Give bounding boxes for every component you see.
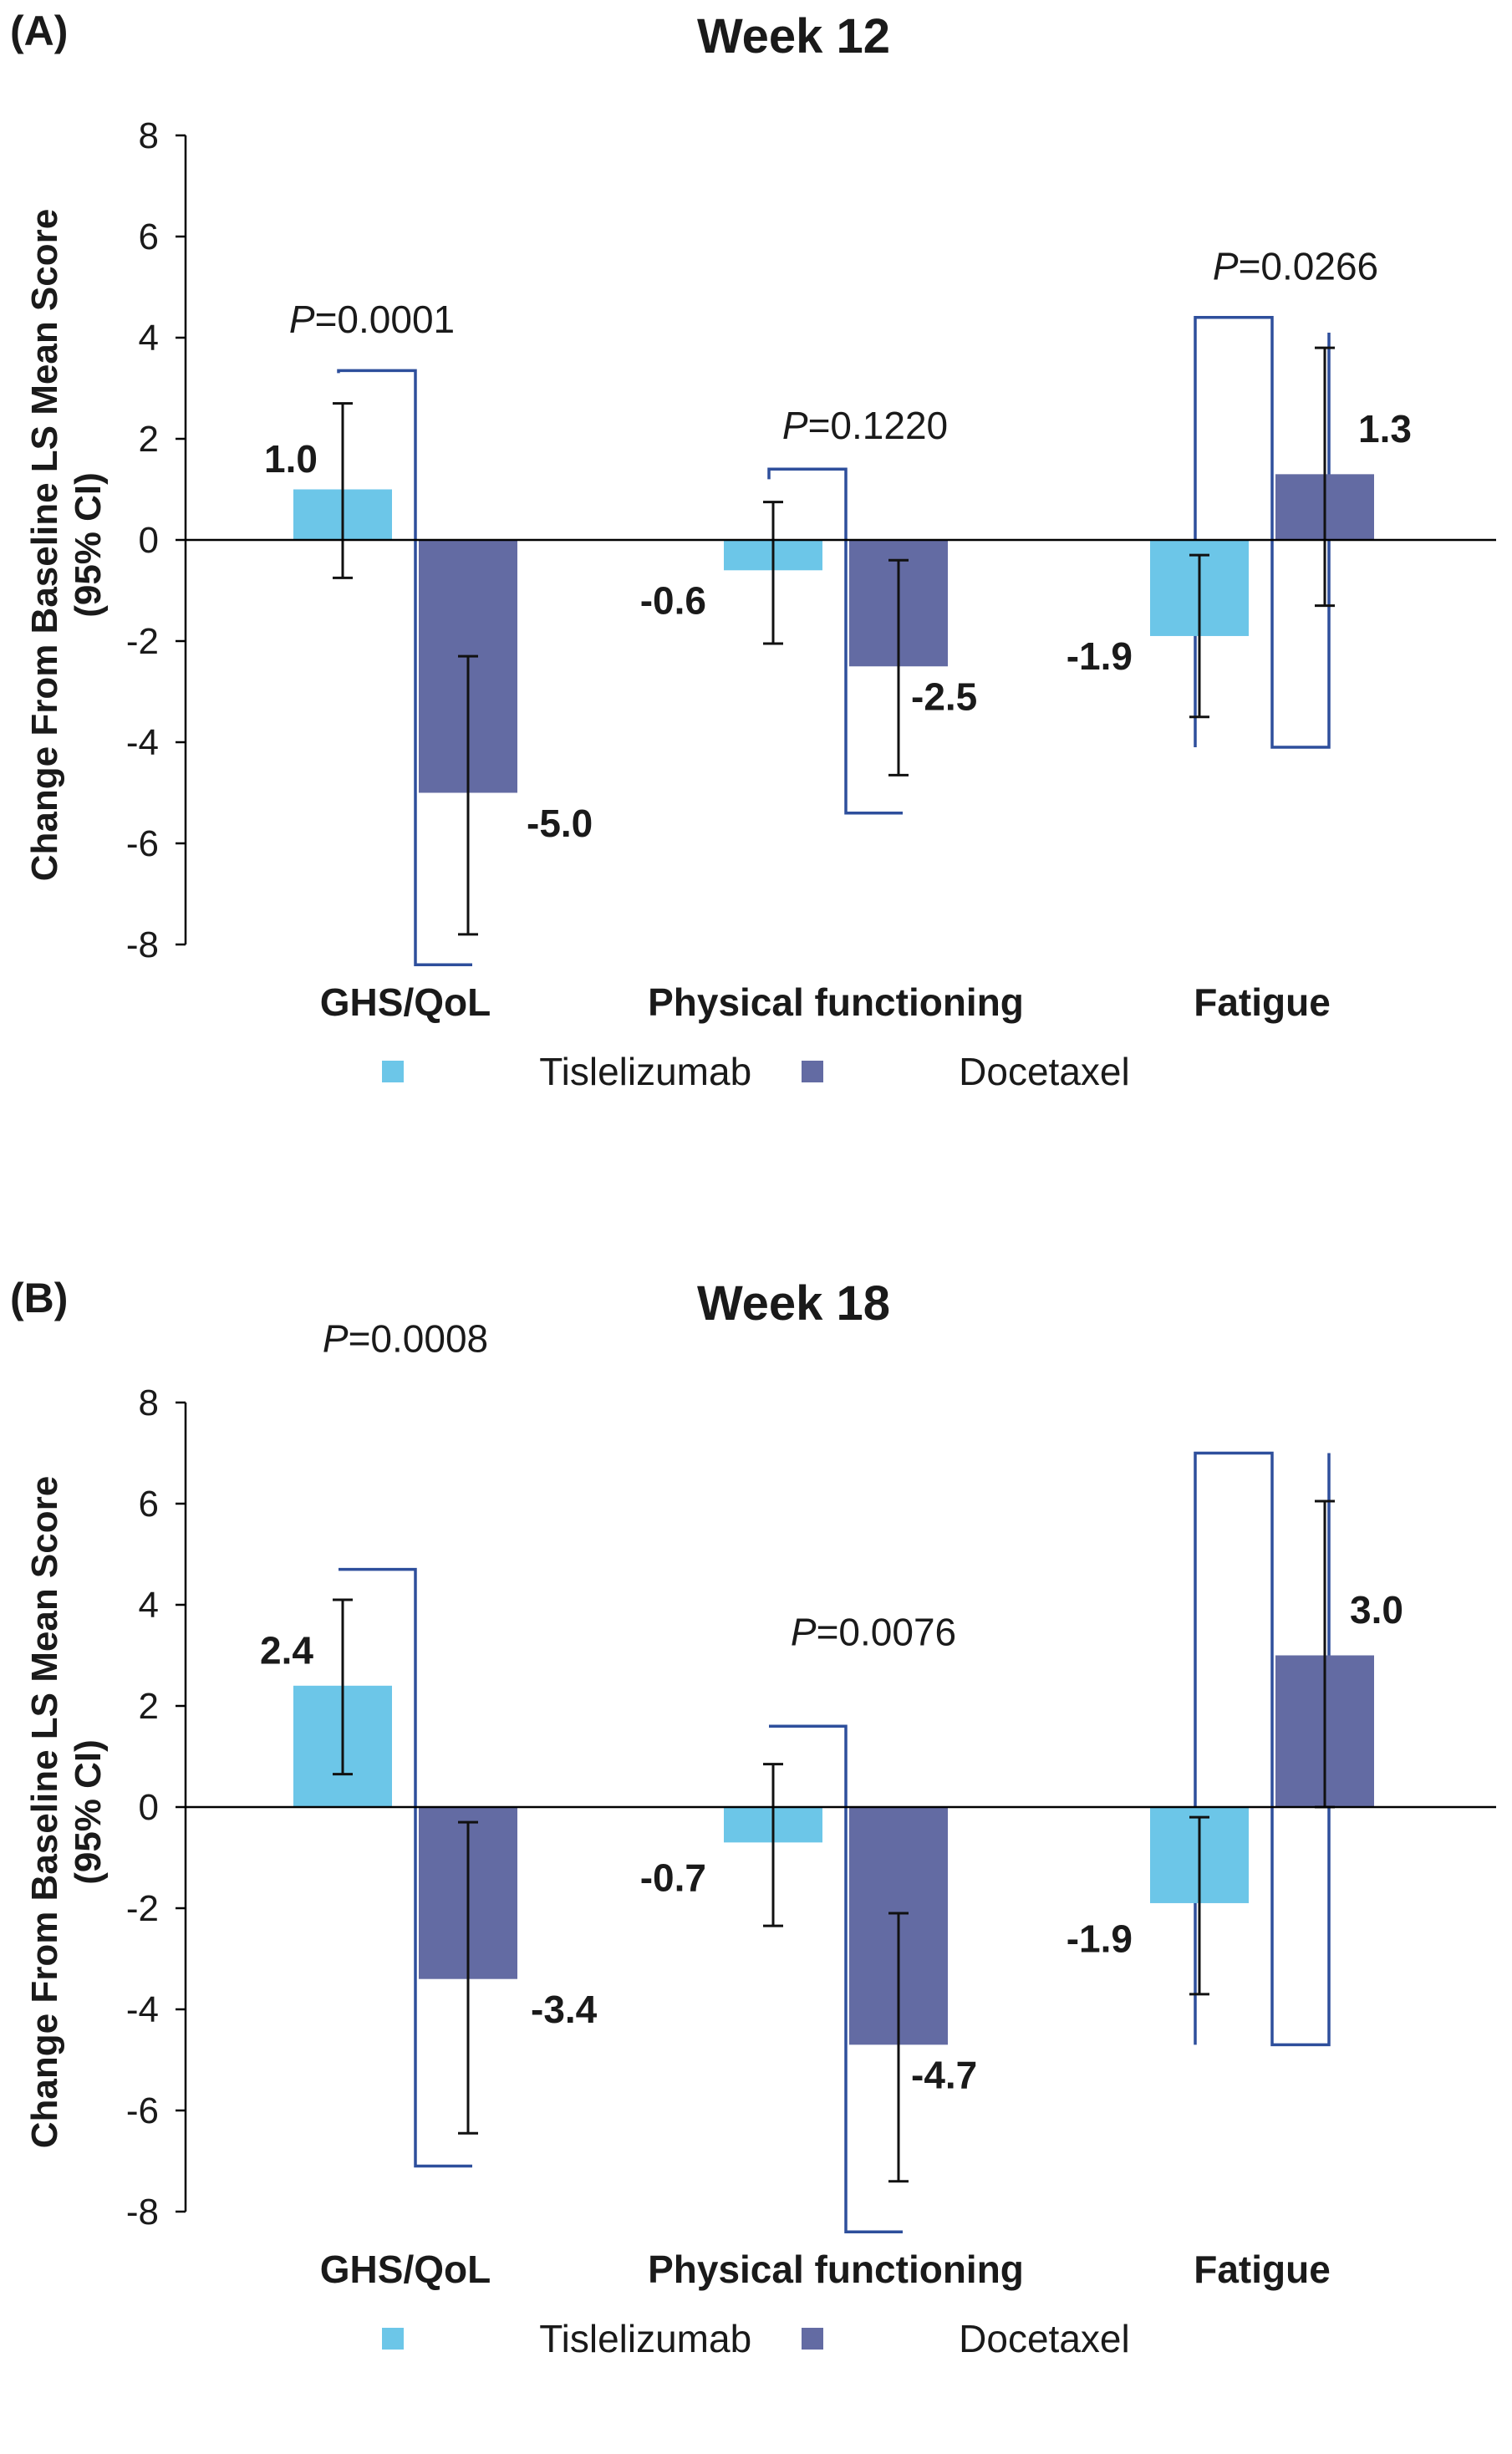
legend-item-docetaxel: Docetaxel — [802, 2316, 1130, 2361]
legend-swatch-tislelizumab — [382, 2328, 405, 2350]
data-label: -1.9 — [1067, 1917, 1133, 1960]
chart-title: Week 18 — [696, 1276, 891, 1331]
legend-item-docetaxel: Docetaxel — [802, 1049, 1130, 1094]
y-tick-label: -2 — [126, 621, 159, 662]
significance-bracket — [339, 1567, 472, 2168]
significance-bracket — [1194, 1451, 1331, 2047]
x-tick-label: GHS/QoL — [320, 2248, 491, 2291]
y-tick-label: 0 — [139, 1787, 159, 1828]
legend: Tislelizumab Docetaxel — [0, 2316, 1512, 2361]
data-label: 1.3 — [1358, 407, 1412, 451]
data-label: -2.5 — [911, 675, 977, 719]
legend-swatch-tislelizumab — [382, 1061, 405, 1082]
y-tick-label: -8 — [126, 2192, 159, 2233]
data-label: 1.0 — [264, 437, 318, 481]
significance-bracket — [337, 369, 472, 966]
bar-chart-week-12: 8 6 4 2 0 -2 -4 -6 -8 GHS/QoL Physical functioning… — [126, 115, 1496, 1024]
x-tick-label: GHS/QoL — [320, 980, 491, 1024]
legend-item-tislelizumab: Tislelizumab — [382, 1049, 751, 1094]
y-tick-label: 6 — [139, 216, 159, 257]
y-tick-label: -2 — [126, 1888, 159, 1929]
data-label: 2.4 — [260, 1628, 313, 1672]
data-label: -5.0 — [527, 802, 593, 845]
bar-chart-week-18: 8 6 4 2 0 -2 -4 -6 -8 GHS/QoL Physical functioning… — [126, 1317, 1496, 2291]
significance-bracket — [1194, 316, 1331, 749]
y-tick-label: 2 — [139, 419, 159, 460]
y-tick-label: 0 — [139, 520, 159, 561]
y-tick-label: -8 — [126, 924, 159, 965]
data-label: -3.4 — [531, 1988, 598, 2031]
significance-bracket — [767, 467, 903, 815]
legend-swatch-docetaxel — [802, 1061, 824, 1082]
y-tick-label: 4 — [139, 1585, 159, 1626]
y-tick-label: 6 — [139, 1484, 159, 1525]
p-value-label: P=0.0001 — [289, 298, 455, 341]
data-label: 3.0 — [1350, 1588, 1403, 1632]
panel-a: (A) Week 12 Change From Baseline LS Mean… — [0, 0, 1512, 1187]
data-label: -0.7 — [640, 1856, 706, 1900]
y-tick-label: 8 — [139, 1382, 159, 1423]
legend-swatch-docetaxel — [802, 2328, 824, 2350]
y-tick-label: -4 — [126, 1989, 159, 2030]
legend-item-tislelizumab: Tislelizumab — [382, 2316, 751, 2361]
p-value-label: P=0.0008 — [323, 1317, 488, 1361]
x-tick-label: Fatigue — [1194, 980, 1331, 1024]
p-value-label: P=0.0266 — [1213, 244, 1378, 288]
data-label: -1.9 — [1067, 634, 1133, 678]
panel-b: (B) Week 18 Change From Baseline LS Mean… — [0, 1267, 1512, 2454]
y-tick-label: -6 — [126, 823, 159, 864]
y-tick-label: -6 — [126, 2090, 159, 2131]
p-value-label: P=0.0076 — [791, 1610, 956, 1653]
p-value-label: P=0.1220 — [782, 404, 948, 447]
panel-label: (A) — [10, 8, 69, 54]
data-label: -0.6 — [640, 579, 706, 623]
x-tick-label: Fatigue — [1194, 2248, 1331, 2291]
x-tick-label: Physical functioning — [648, 2248, 1024, 2291]
chart-title: Week 12 — [696, 9, 891, 64]
legend: Tislelizumab Docetaxel — [0, 1049, 1512, 1094]
panel-label: (B) — [10, 1275, 69, 1321]
y-tick-label: 4 — [139, 318, 159, 359]
y-tick-label: 8 — [139, 115, 159, 156]
significance-bracket — [769, 1724, 903, 2233]
data-label: -4.7 — [911, 2054, 977, 2097]
y-tick-label: 2 — [139, 1686, 159, 1727]
y-tick-label: -4 — [126, 722, 159, 763]
x-tick-label: Physical functioning — [648, 980, 1024, 1024]
